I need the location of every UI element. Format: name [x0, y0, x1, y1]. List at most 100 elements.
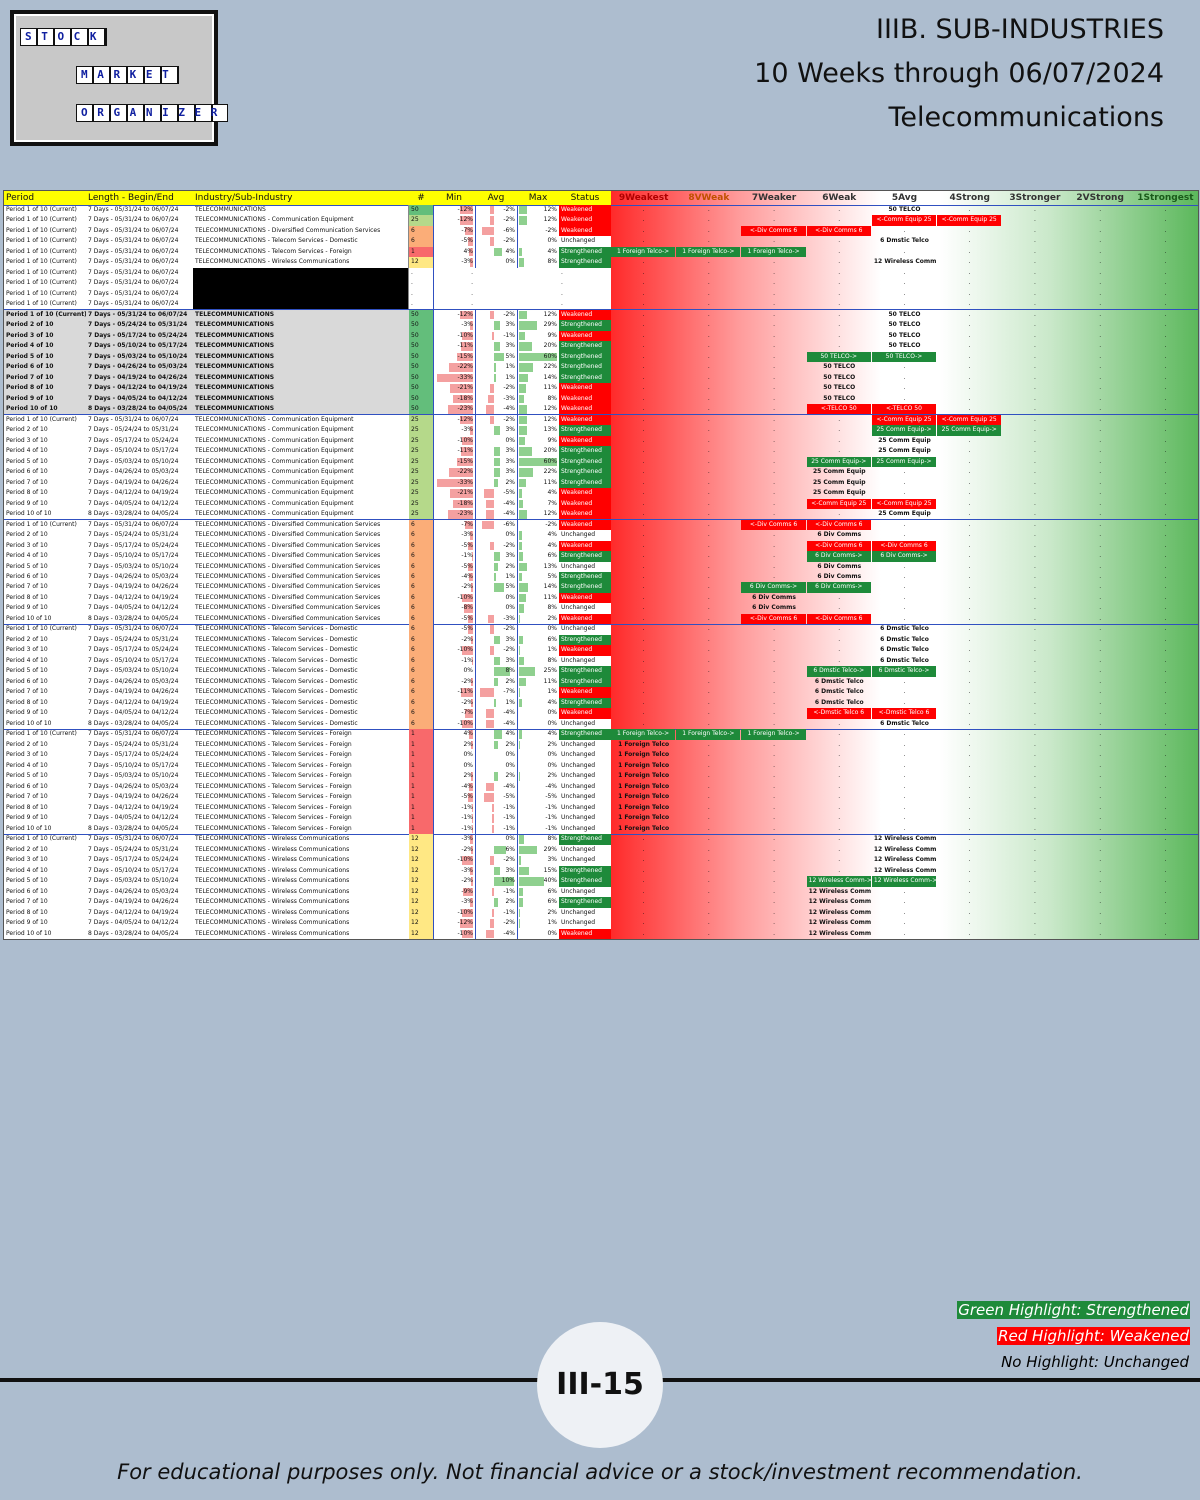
- rating-cell: .: [1033, 226, 1036, 234]
- rating-cell: .: [1099, 698, 1102, 706]
- rating-cell: .: [773, 856, 775, 864]
- rating-cell: .: [707, 510, 710, 518]
- value-bar: [519, 677, 526, 687]
- sector: Telecommunications: [888, 102, 1165, 133]
- rating-cell: .: [642, 845, 645, 853]
- table-cell: 6: [409, 624, 433, 635]
- table-cell: Strengthened: [559, 341, 611, 352]
- value-bar: [519, 247, 522, 257]
- rating-cell: .: [903, 373, 906, 381]
- rating-cell: .: [707, 279, 710, 287]
- rating-cell: .: [903, 751, 906, 759]
- rating-cell: .: [1099, 384, 1102, 392]
- value-bar: [494, 730, 503, 739]
- table-cell: Weakened: [559, 687, 611, 698]
- rating-cell: .: [642, 887, 645, 895]
- table-cell: TELECOMMUNICATIONS - Wireless Communicat…: [195, 856, 350, 864]
- rating-cell: .: [707, 625, 710, 633]
- table-cell: Period 1 of 10 (Current): [6, 268, 77, 276]
- table-cell: 6: [409, 676, 433, 688]
- rating-cell: .: [1099, 898, 1102, 906]
- table-cell: -1%: [475, 802, 517, 814]
- rating-cell: .: [707, 237, 710, 245]
- value-bar: [494, 373, 497, 383]
- column-header: 9Weakest: [618, 193, 669, 203]
- table-cell: Unchanged: [561, 919, 596, 927]
- rating-cell: .: [1164, 373, 1167, 381]
- rating-cell: .: [773, 468, 775, 476]
- table-cell: Period 1 of 10 (Current): [6, 625, 77, 633]
- rating-cell: .: [1033, 457, 1036, 465]
- table-cell: 7 Days - 05/24/24 to 05/31/24: [88, 740, 179, 748]
- rating-cell: .: [838, 730, 841, 738]
- table-cell: -5%: [433, 561, 475, 572]
- table-cell: -3%: [475, 393, 517, 405]
- rating-cell: .: [1099, 226, 1102, 234]
- table-cell: -15%: [433, 351, 475, 363]
- rating-cell: .: [707, 552, 710, 560]
- rating-cell: <-Div Comms 6: [741, 225, 806, 237]
- table-cell: -5%: [433, 540, 475, 552]
- rating-cell: .: [968, 268, 971, 276]
- table-cell: Weakened: [559, 540, 611, 552]
- table-cell: Unchanged: [561, 845, 596, 853]
- table-cell: .: [193, 267, 409, 279]
- rating-cell: .: [642, 898, 645, 906]
- table-cell: 50: [409, 362, 433, 373]
- table-cell: 8 Days - 03/28/24 to 04/05/24: [88, 510, 179, 518]
- table-cell: Period 8 of 10: [4, 383, 86, 394]
- table-cell: Weakened: [559, 205, 611, 216]
- rating-cell: .: [1164, 604, 1167, 612]
- table-cell: -7%: [433, 708, 475, 719]
- table-cell: 7 Days - 05/31/24 to 06/07/24: [88, 415, 179, 423]
- table-cell: 6: [409, 551, 433, 562]
- rating-cell: .: [903, 562, 906, 570]
- value-bar: [490, 415, 495, 425]
- rating-cell: .: [1033, 573, 1036, 580]
- value-bar: [519, 740, 521, 750]
- table-cell: Weakened: [559, 498, 611, 510]
- column-header: Max: [517, 191, 559, 205]
- rating-cell: .: [1099, 593, 1102, 601]
- table-cell: 6: [409, 613, 433, 625]
- table-cell: 7 Days - 05/10/24 to 05/17/24: [88, 447, 179, 455]
- table-cell: 11%: [517, 676, 559, 688]
- rating-cell: .: [903, 279, 906, 287]
- rating-cell: .: [1164, 237, 1167, 245]
- table-cell: Strengthened: [559, 634, 611, 646]
- table-cell: Period 10 of 10: [6, 719, 52, 727]
- table-cell: -2%: [475, 918, 517, 929]
- table-cell: 9%: [517, 330, 559, 342]
- table-cell: 22%: [517, 467, 559, 478]
- table-cell: 4%: [517, 697, 559, 709]
- rating-cell: .: [707, 300, 710, 308]
- table-cell: -1%: [433, 802, 475, 814]
- rating-cell: .: [773, 541, 775, 549]
- table-cell: Period 1 of 10 (Current): [6, 279, 77, 287]
- rating-cell: 12 Wireless Comm->: [806, 876, 871, 887]
- value-bar: [468, 782, 473, 792]
- value-bar: [492, 814, 495, 823]
- rating-cell: 50 TELCO->: [806, 351, 871, 363]
- value-bar: [448, 510, 473, 519]
- table-cell: Unchanged: [561, 531, 596, 539]
- table-cell: Period 1 of 10 (Current): [6, 216, 77, 224]
- table-cell: -5%: [433, 236, 475, 247]
- rating-cell: .: [903, 384, 906, 392]
- rating-cell: .: [1099, 531, 1102, 539]
- table-cell: -5%: [433, 613, 475, 625]
- rating-cell: .: [1164, 646, 1167, 654]
- rating-cell: .: [642, 929, 645, 937]
- rating-cell: .: [1099, 803, 1102, 811]
- table-cell: -4%: [475, 509, 517, 520]
- rating-cell: .: [707, 646, 710, 654]
- rating-cell: .: [1164, 321, 1167, 329]
- table-cell: 7 Days - 05/31/24 to 06/07/24: [88, 625, 179, 633]
- rating-cell: .: [1099, 583, 1102, 591]
- table-cell: -1%: [517, 813, 559, 824]
- rating-cell: .: [1164, 573, 1167, 580]
- table-cell: -3%: [433, 834, 475, 845]
- value-bar: [456, 352, 473, 362]
- rating-cell: .: [1033, 352, 1036, 360]
- rating-cell: .: [968, 300, 971, 308]
